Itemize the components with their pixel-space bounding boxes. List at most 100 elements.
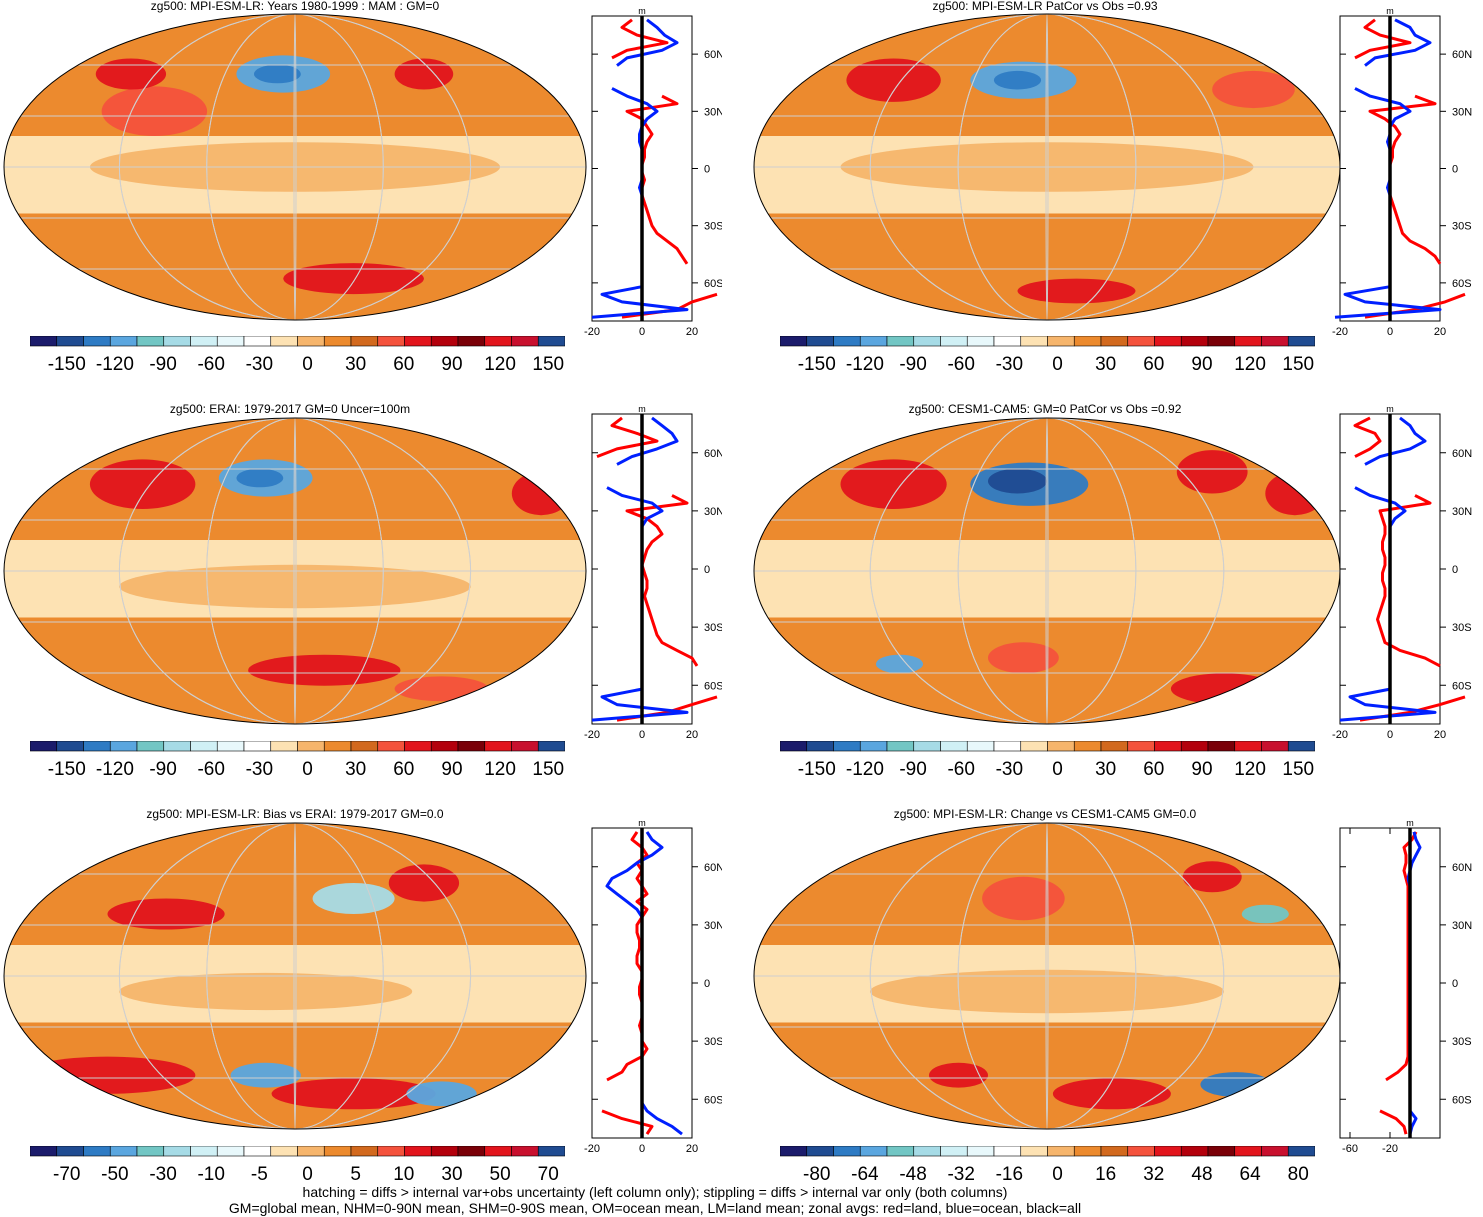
map-meridian-line [869, 14, 1225, 320]
zonal-lat-label: 0 [1452, 564, 1458, 576]
zonal-series-land [596, 416, 718, 722]
map-anomaly-blob [511, 471, 571, 516]
colorbar-swatch [1073, 1146, 1102, 1157]
map-outline [3, 13, 587, 321]
colorbar-swatch [457, 741, 486, 752]
panel-3-title: zg500: ERAI: 1979-2017 GM=0 Uncer=100m [169, 402, 411, 416]
map-field [4, 823, 586, 1129]
colorbar-swatch [1047, 336, 1075, 347]
map-anomaly-blob [834, 229, 906, 260]
zonal-x-label: -20 [584, 1143, 600, 1155]
zonal-lat-label: 60N [1452, 49, 1472, 61]
colorbar-swatch [859, 741, 888, 752]
colorbar-label: 30 [441, 1164, 462, 1185]
map-meridian-line [1045, 823, 1049, 1129]
map-meridian-line [293, 823, 297, 1129]
colorbar-panel-5: -70 -50 -30 -10 -5 0 5 10 30 50 70 [30, 1146, 565, 1185]
zonal-lat-label: 60N [704, 448, 722, 460]
map-anomaly-blob [19, 1056, 196, 1094]
colorbar-label: -30 [246, 354, 273, 375]
colorbar-swatch [56, 336, 84, 347]
map-anomaly-blob [248, 654, 401, 686]
zonal-plot-3: m 60N 30N 0 30S 60S -20 0 20 [584, 404, 722, 741]
colorbar-swatch [1047, 741, 1075, 752]
zonal-lat-label: 60S [1452, 1094, 1472, 1106]
zonal-lat-label: 60S [704, 680, 722, 692]
zonal-series-land [601, 831, 654, 1135]
colorbar-label: 30 [1095, 759, 1116, 780]
map-meridian-line [957, 418, 1137, 724]
colorbar-swatch [83, 1146, 111, 1157]
zonal-x-label: -20 [1332, 326, 1348, 338]
colorbar-swatch [83, 741, 111, 752]
zonal-series-ocean [1339, 416, 1437, 722]
colorbar-label: 150 [532, 354, 564, 375]
zonal-unit-label: m [1386, 404, 1394, 414]
colorbar-swatch [1154, 336, 1182, 347]
zonal-lat-label: 60S [704, 278, 722, 290]
colorbar-swatch [1154, 1146, 1182, 1157]
panel-4-title: zg500: CESM1-CAM5: GM=0 PatCor vs Obs =0… [908, 402, 1182, 416]
colorbar-swatch [833, 741, 861, 752]
colorbar-label: -30 [996, 759, 1023, 780]
colorbar-swatch [1073, 336, 1102, 347]
map-panel-1 [3, 13, 587, 321]
map-anomaly-blob [394, 58, 454, 90]
zonal-x-label: 20 [1434, 729, 1446, 741]
colorbar-label: 0 [1052, 1164, 1063, 1185]
colorbar-swatch [886, 741, 915, 752]
colorbar-swatch [136, 336, 165, 347]
map-meridian-line [293, 418, 297, 724]
zonal-frame [1339, 827, 1441, 1139]
colorbar-label: 70 [538, 1164, 559, 1185]
colorbar-swatch [1127, 1146, 1155, 1157]
map-anomaly-blob [1170, 673, 1278, 705]
colorbar-label: 30 [1095, 354, 1116, 375]
colorbar-swatch [537, 1146, 565, 1157]
colorbar-label: -64 [851, 1164, 879, 1185]
colorbar-panel-3: -150 -120 -90 -60 -30 0 30 60 90 120 150 [30, 741, 565, 780]
colorbar-swatch [1287, 336, 1315, 347]
map-anomaly-blob [929, 1062, 988, 1088]
colorbar-swatch [484, 741, 512, 752]
zonal-x-label: 20 [686, 1143, 698, 1155]
map-anomaly-blob [119, 972, 413, 1011]
colorbar-swatch [1073, 741, 1102, 752]
colorbar-label: -120 [846, 759, 884, 780]
zonal-series-land [1353, 416, 1466, 722]
colorbar-swatch [806, 336, 834, 347]
zonal-series-land [611, 18, 718, 319]
colorbar-swatch [190, 1146, 218, 1157]
colorbar-label: 30 [345, 354, 366, 375]
colorbar-label: 50 [490, 1164, 511, 1185]
colorbar-swatch [1154, 741, 1182, 752]
zonal-lat-label: 30N [704, 506, 722, 518]
colorbar-label: -30 [149, 1164, 176, 1185]
colorbar-swatch [511, 1146, 539, 1157]
footer-note-means: GM=global mean, NHM=0-90N mean, SHM=0-90… [228, 1200, 1082, 1216]
colorbar-swatch [511, 336, 539, 347]
colorbar-label: -70 [53, 1164, 80, 1185]
zonal-x-label: -60 [1342, 1143, 1358, 1155]
colorbar-label: 90 [441, 759, 462, 780]
zonal-lat-label: 60N [704, 862, 722, 874]
zonal-lat-label: 60S [704, 1094, 722, 1106]
colorbar-swatch [56, 1146, 84, 1157]
zonal-lat-label: 0 [704, 164, 710, 176]
zonal-lat-label: 60N [1452, 448, 1472, 460]
colorbar-swatch [457, 1146, 486, 1157]
map-meridian-line [1045, 418, 1049, 724]
colorbar-label: 60 [1143, 759, 1164, 780]
colorbar-swatch [966, 336, 995, 347]
colorbar-swatch [780, 741, 808, 752]
colorbar-swatch [1261, 336, 1289, 347]
zonal-plot-6: m 60N 30N 0 30S 60S -60 -20 [1339, 818, 1472, 1155]
zonal-lat-label: 30S [704, 1036, 722, 1048]
map-panel-5 [3, 822, 587, 1130]
zonal-x-label: -20 [1382, 1143, 1398, 1155]
colorbar-label: 150 [1282, 354, 1314, 375]
map-anomaly-blob [1241, 904, 1289, 924]
zonal-lat-label: 30N [1452, 506, 1472, 518]
colorbar-label: -120 [96, 759, 134, 780]
colorbar-label: 0 [302, 759, 313, 780]
